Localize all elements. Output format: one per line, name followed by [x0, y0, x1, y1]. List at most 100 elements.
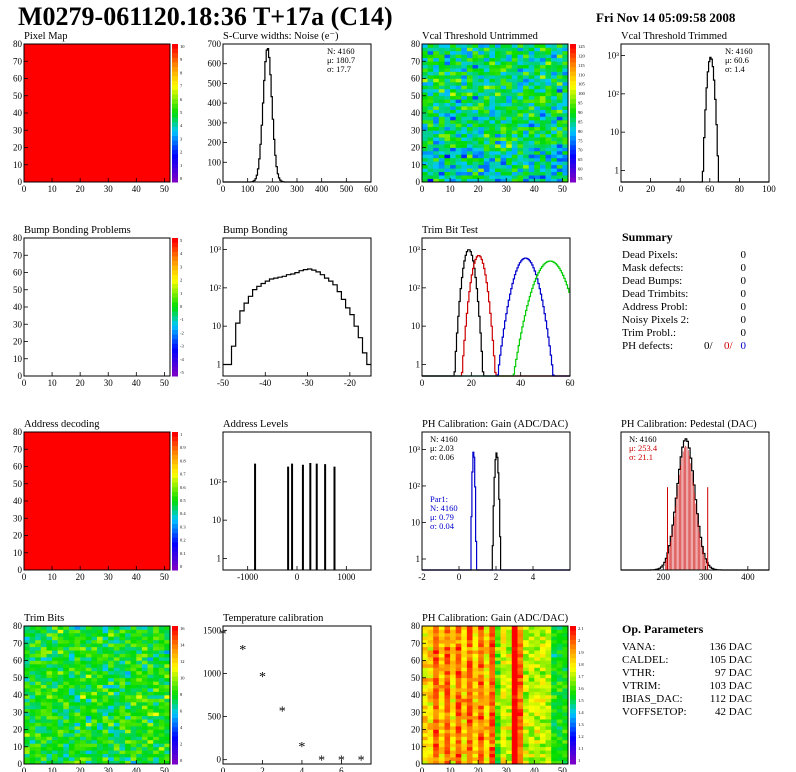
- colorbar-cell: [172, 459, 178, 465]
- colorbar-cell: [172, 339, 178, 345]
- chart-title: Vcal Threshold Trimmed: [621, 31, 728, 42]
- x-tick-label: 300: [290, 184, 304, 194]
- y-tick-label: 30: [411, 707, 421, 717]
- y-tick-label: 10: [212, 321, 222, 331]
- x-tick-label: -2: [418, 572, 426, 582]
- chart-ph-gain-map: [421, 625, 576, 765]
- colorbar-cell: [172, 718, 178, 724]
- summary-ph-v1: 0/: [704, 340, 713, 352]
- scatter-point: *: [338, 754, 345, 769]
- x-tick-label: 0: [221, 184, 226, 194]
- x-tick-label: 20: [474, 184, 484, 194]
- summary-ph-defects: PH defects: 0/ 0/ 0: [622, 340, 746, 353]
- x-tick-label: 10: [446, 184, 456, 194]
- chart-title: PH Calibration: Gain (ADC/DAC): [422, 419, 569, 430]
- colorbar-label: -5: [180, 370, 184, 375]
- op-param-row: VANA: 136 DAC: [622, 641, 752, 654]
- colorbar-cell: [172, 343, 178, 349]
- colorbar-cell: [172, 76, 178, 82]
- scatter-point: *: [259, 670, 266, 685]
- x-tick-label: 50: [160, 766, 170, 772]
- chart-title: Address decoding: [24, 419, 100, 430]
- colorbar-cell: [570, 85, 576, 91]
- colorbar-cell: [570, 90, 576, 96]
- colorbar-cell: [570, 745, 576, 751]
- scatter-point: *: [279, 704, 286, 719]
- stats-line: N: 4160: [327, 46, 355, 56]
- colorbar-label: 3: [180, 136, 183, 141]
- x-tick-label: 30: [104, 184, 114, 194]
- chart-ph-pedestal: [620, 431, 770, 571]
- colorbar-cell: [172, 658, 178, 664]
- colorbar-cell: [172, 288, 178, 294]
- colorbar-cell: [172, 496, 178, 502]
- colorbar-label: 60: [578, 167, 583, 172]
- colorbar-label: 1: [180, 291, 182, 296]
- stats-line: σ: 21.1: [629, 452, 653, 462]
- x-tick-label: 20: [76, 572, 86, 582]
- x-tick-label: 20: [76, 766, 86, 772]
- colorbar-cell: [570, 644, 576, 650]
- y-tick-label: 500: [208, 78, 222, 88]
- colorbar-label: 125: [578, 44, 586, 49]
- map-fill: [24, 44, 170, 182]
- colorbar-label: 1.1: [578, 746, 584, 751]
- chart-title: S-Curve widths: Noise (e⁻): [223, 31, 339, 42]
- chart-title: PH Calibration: Pedestal (DAC): [621, 419, 757, 430]
- x-tick-label: 1000: [337, 572, 356, 582]
- chart-vcal-trimmed: [620, 43, 770, 183]
- colorbar-label: 1.7: [578, 674, 584, 679]
- colorbar-cell: [172, 551, 178, 557]
- summary-value: 0: [740, 301, 747, 313]
- colorbar-label: 0.1: [180, 551, 186, 556]
- y-tick-label: 20: [13, 143, 23, 153]
- map-cells: [422, 626, 569, 765]
- map-fill: [24, 432, 170, 570]
- y-tick-label: 0: [217, 177, 222, 187]
- y-tick-label: 20: [13, 531, 23, 541]
- y-tick-label: 80: [411, 621, 421, 631]
- colorbar-cell: [570, 67, 576, 73]
- colorbar-cell: [172, 745, 178, 751]
- y-tick-label: 40: [13, 690, 23, 700]
- summary-label: Trim Probl.:: [622, 327, 677, 339]
- colorbar-label: 1.5: [578, 698, 584, 703]
- x-tick-label: -30: [302, 378, 314, 388]
- op-params-title: Op. Parameters: [622, 622, 704, 636]
- op-param-value: 112 DAC: [709, 693, 752, 705]
- histogram-line: [621, 56, 769, 183]
- x-tick-label: 4: [531, 572, 536, 582]
- colorbar-cell: [570, 672, 576, 678]
- colorbar-label: 1.4: [578, 710, 584, 715]
- colorbar-cell: [172, 468, 178, 474]
- x-tick-label: 200: [266, 184, 280, 194]
- colorbar-cell: [570, 76, 576, 82]
- x-tick-label: 0: [420, 378, 425, 388]
- colorbar-cell: [172, 154, 178, 160]
- colorbar-label: -4: [180, 357, 184, 362]
- y-tick-label: 70: [13, 250, 23, 260]
- colorbar-label: 4: [180, 251, 183, 256]
- colorbar-label: 8: [180, 692, 183, 697]
- colorbar-cell: [172, 140, 178, 146]
- x-tick-label: 60: [566, 378, 576, 388]
- x-tick-label: 0: [295, 572, 300, 582]
- summary-value: 0: [740, 288, 747, 300]
- colorbar-cell: [570, 649, 576, 655]
- colorbar-cell: [570, 708, 576, 714]
- x-tick-label: 6: [339, 766, 344, 772]
- summary-box: Summary Dead Pixels: 0 Mask defects: 0 Dead …: [622, 230, 746, 353]
- colorbar-cell: [172, 274, 178, 280]
- colorbar-label: 10: [180, 44, 185, 49]
- colorbar-cell: [172, 713, 178, 719]
- stats-line: σ: 1.4: [725, 64, 745, 74]
- colorbar-cell: [570, 699, 576, 705]
- colorbar-cell: [172, 353, 178, 359]
- summary-value: 0: [740, 249, 747, 261]
- y-tick-label: 50: [13, 91, 23, 101]
- stats-line: μ: 60.6: [725, 55, 749, 65]
- chart-bump-bonding: [222, 237, 372, 377]
- colorbar-cell: [570, 731, 576, 737]
- y-tick-label: 70: [13, 444, 23, 454]
- colorbar-cell: [570, 662, 576, 668]
